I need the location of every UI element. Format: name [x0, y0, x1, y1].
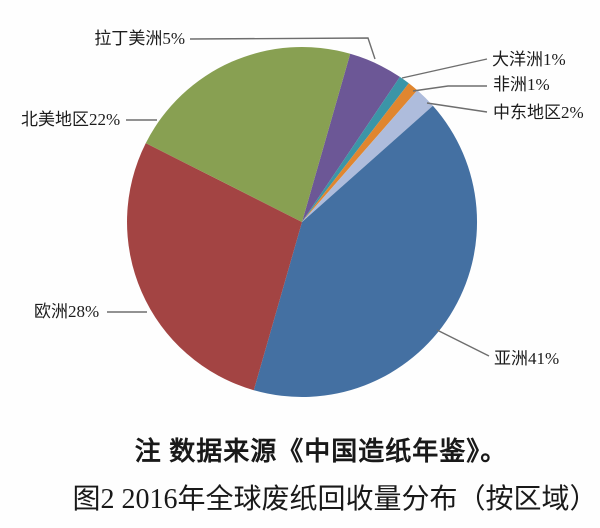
leader-line-oceania [401, 58, 488, 79]
slice-label-middle-east: 中东地区2% [493, 103, 584, 122]
leader-line-middle-east [426, 102, 488, 113]
leader-line-asia [436, 329, 490, 357]
pie-slice-north-america [145, 47, 351, 222]
slice-label-north-america: 北美地区22% [21, 110, 121, 129]
slice-label-oceania: 大洋洲1% [492, 50, 566, 69]
pie [127, 47, 478, 397]
pie-slice-africa [302, 83, 418, 222]
leader-line-africa [412, 85, 487, 92]
slice-label-africa: 非洲1% [493, 75, 550, 94]
pie-slice-latin-america [302, 53, 400, 222]
slice-label-latin-america: 拉丁美洲5% [94, 29, 185, 48]
figure-note: 注 数据来源《中国造纸年鉴》。 [134, 437, 508, 466]
slice-label-asia: 亚洲41% [494, 349, 560, 368]
leader-line-latin-america [189, 37, 376, 60]
figure-title: 图2 2016年全球废纸回收量分布（按区域） [72, 484, 598, 515]
pie-slice-europe [127, 143, 302, 391]
slice-label-europe: 欧洲28% [34, 302, 100, 321]
pie-chart-canvas [107, 37, 490, 397]
pie-slice-middle-east [302, 90, 433, 222]
pie-slice-oceania [302, 76, 409, 223]
pie-slice-asia [253, 105, 478, 397]
